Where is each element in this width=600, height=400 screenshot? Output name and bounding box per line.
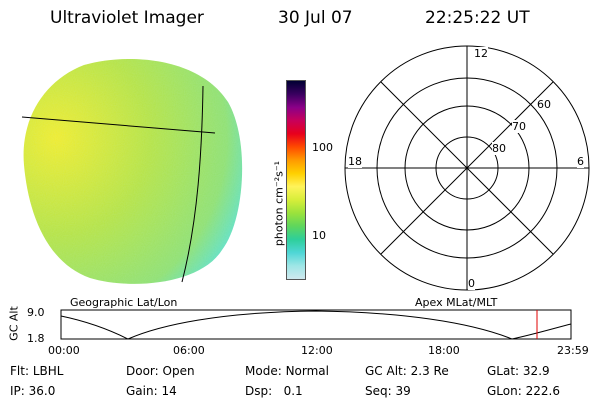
- info-dsp: Dsp: 0.1: [245, 384, 303, 398]
- polar-lat-70: 70: [512, 120, 526, 133]
- info-mode: Mode: Normal: [245, 364, 329, 378]
- info-ip-value: 36.0: [28, 384, 56, 398]
- timeline-ytick-top: 9.0: [27, 306, 45, 319]
- polar-panel-label: Apex MLat/MLT: [415, 296, 498, 309]
- polar-lat-80: 80: [492, 142, 506, 155]
- polar-hour-right: 6: [577, 155, 584, 168]
- timeline-xtick-1: 06:00: [173, 344, 205, 357]
- info-filter-value: LBHL: [32, 364, 64, 378]
- polar-hour-bottom: 0: [468, 277, 475, 290]
- info-glat: GLat: 32.9: [487, 364, 550, 378]
- timeline-xtick-4: 23:59: [557, 344, 589, 357]
- header-time: 22:25:22 UT: [425, 8, 530, 28]
- polar-lat-60: 60: [537, 98, 551, 111]
- latitude-line: [21, 116, 216, 134]
- colorbar-tick-10: 10: [312, 229, 326, 242]
- polar-hour-top: 12: [474, 47, 488, 60]
- info-mode-value: Normal: [285, 364, 329, 378]
- longitude-line: [181, 85, 204, 283]
- colorbar-tick-100: 100: [312, 141, 333, 154]
- info-gcalt: GC Alt: 2.3 Re: [365, 364, 449, 378]
- info-glat-value: 32.9: [522, 364, 550, 378]
- info-gcalt-value: 2.3 Re: [410, 364, 449, 378]
- info-door: Door: Open: [126, 364, 195, 378]
- info-filter: Flt: LBHL: [10, 364, 64, 378]
- info-dsp-value: 0.1: [283, 384, 303, 398]
- timeline-xtick-0: 00:00: [48, 344, 80, 357]
- timeline-ytick-bottom: 1.8: [27, 332, 45, 345]
- info-ip: IP: 36.0: [10, 384, 56, 398]
- polar-hour-left: 18: [348, 155, 362, 168]
- info-glon: GLon: 222.6: [487, 384, 560, 398]
- colorbar: [286, 80, 306, 280]
- left-panel-label: Geographic Lat/Lon: [70, 296, 178, 309]
- info-seq-value: 39: [395, 384, 411, 398]
- info-door-value: Open: [162, 364, 195, 378]
- info-gain: Gain: 14: [126, 384, 177, 398]
- info-gain-value: 14: [161, 384, 177, 398]
- info-glon-value: 222.6: [525, 384, 560, 398]
- info-seq: Seq: 39: [365, 384, 411, 398]
- header-date: 30 Jul 07: [278, 8, 353, 28]
- timeline-xtick-3: 18:00: [428, 344, 460, 357]
- timeline-xtick-2: 12:00: [301, 344, 333, 357]
- page-title: Ultraviolet Imager: [50, 8, 204, 28]
